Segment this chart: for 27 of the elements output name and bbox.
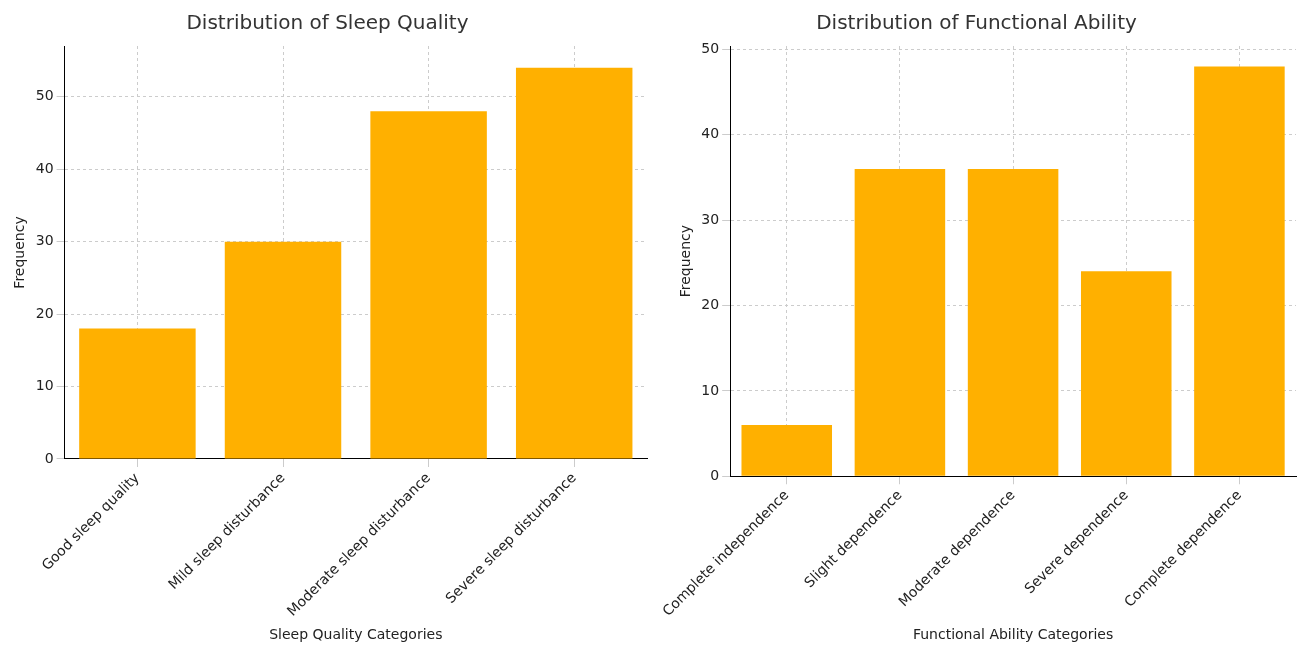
y-tick-label: 30 bbox=[35, 232, 54, 249]
y-tick-label: 40 bbox=[701, 125, 720, 142]
y-tick-label: 0 bbox=[710, 466, 720, 483]
y-tick-label: 40 bbox=[35, 159, 54, 176]
y-axis-title: Frequency bbox=[11, 216, 28, 289]
bar bbox=[515, 67, 633, 459]
bar bbox=[741, 425, 833, 476]
bar bbox=[967, 168, 1059, 476]
y-tick-label: 10 bbox=[701, 381, 720, 398]
bar bbox=[1194, 66, 1285, 476]
bar bbox=[1080, 271, 1172, 476]
y-tick-label: 20 bbox=[35, 304, 54, 321]
y-tick-label: 20 bbox=[701, 296, 720, 313]
chart-title: Distribution of Sleep Quality bbox=[186, 10, 469, 35]
y-tick-label: 50 bbox=[35, 87, 54, 104]
chart-title: Distribution of Functional Ability bbox=[816, 10, 1137, 35]
bar bbox=[854, 168, 946, 476]
x-axis-title: Sleep Quality Categories bbox=[269, 626, 443, 643]
y-axis-title: Frequency bbox=[676, 224, 693, 298]
bar bbox=[224, 241, 342, 459]
y-tick-label: 10 bbox=[35, 377, 54, 394]
y-tick-label: 50 bbox=[701, 40, 720, 57]
y-tick-label: 0 bbox=[44, 449, 54, 466]
bar bbox=[79, 328, 196, 459]
x-axis-title: Functional Ability Categories bbox=[912, 626, 1114, 643]
y-tick-label: 30 bbox=[701, 210, 720, 227]
bar bbox=[370, 111, 487, 459]
